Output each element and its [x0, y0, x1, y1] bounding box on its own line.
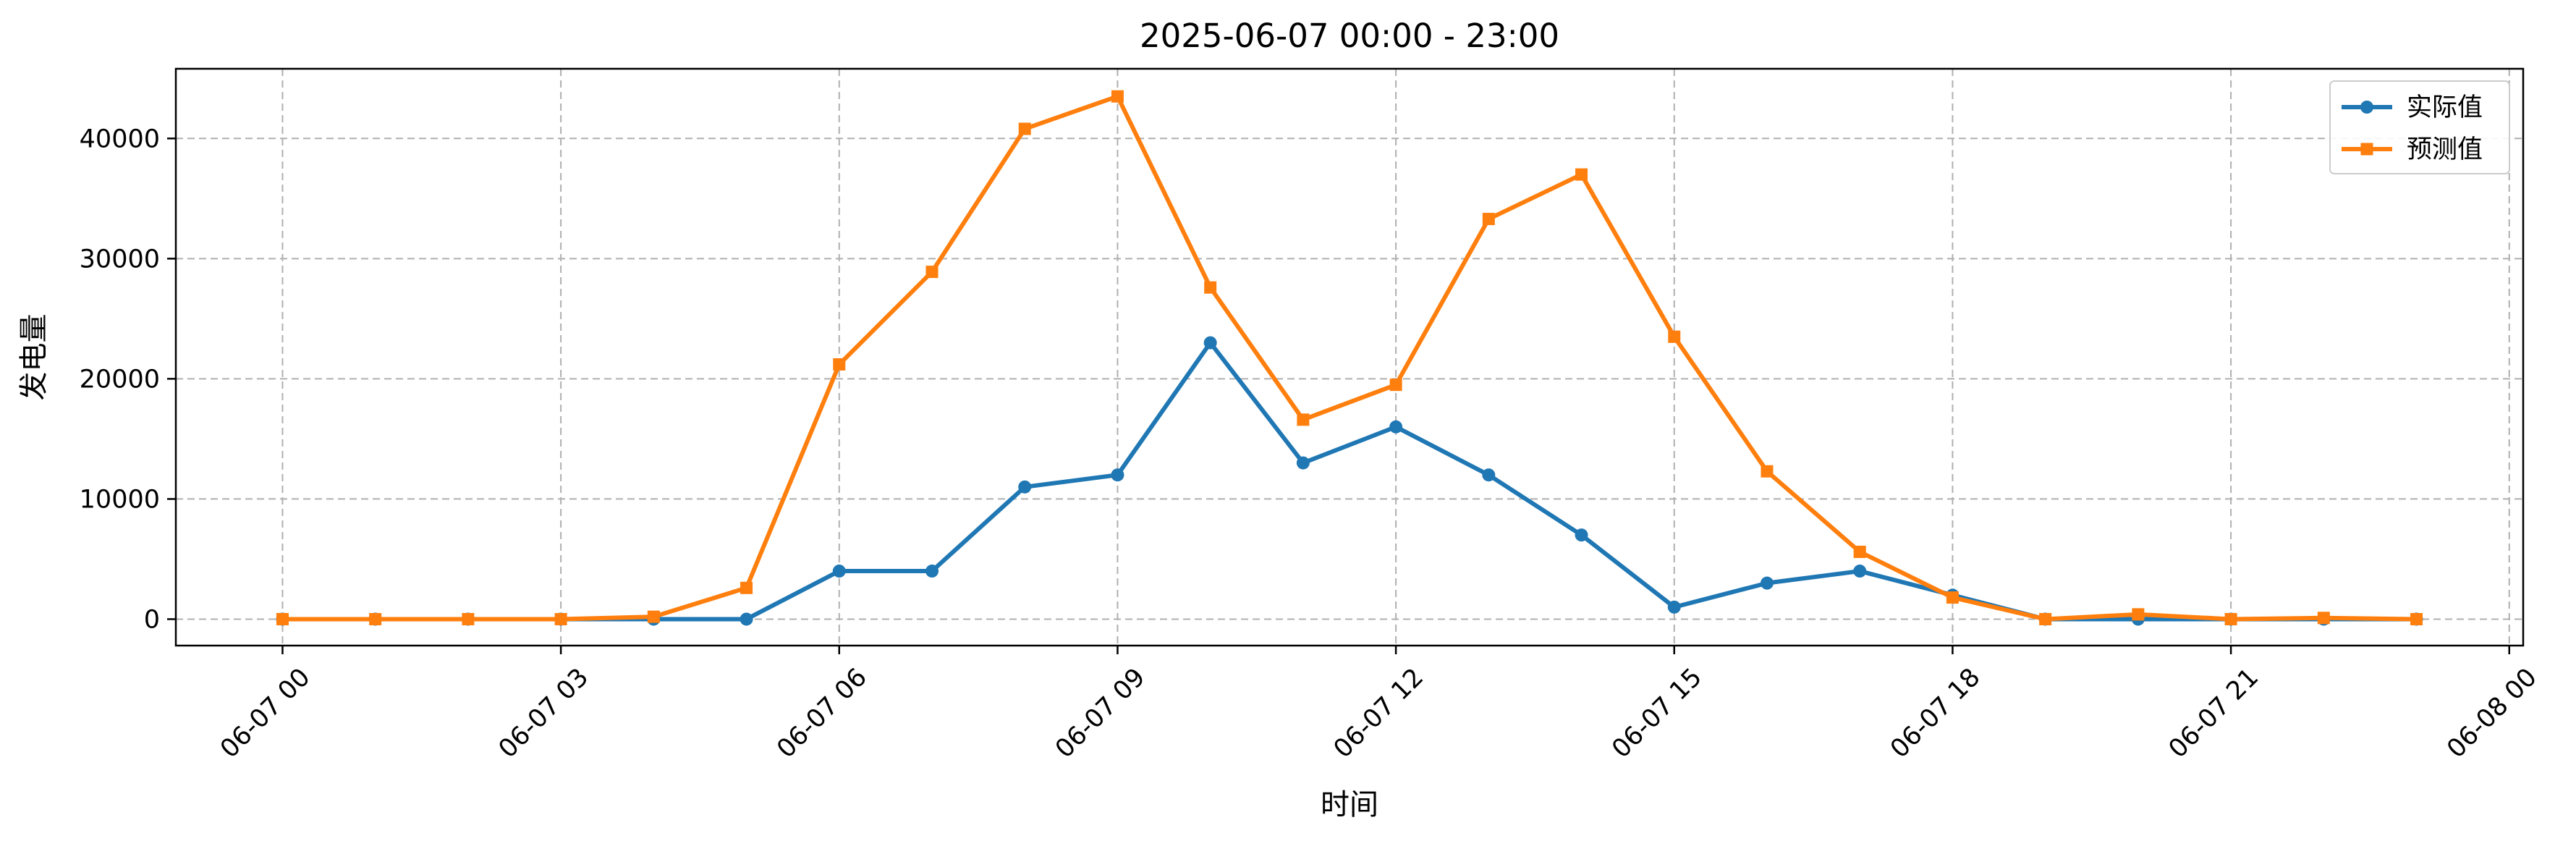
series-2	[276, 90, 2423, 625]
data-point	[1482, 213, 1495, 226]
x-tick-label: 06-07 03	[493, 663, 595, 764]
data-point	[1946, 591, 1959, 604]
legend-marker	[2360, 101, 2373, 114]
data-point	[2317, 612, 2330, 625]
data-point	[740, 581, 753, 594]
plot-frame	[174, 67, 2525, 647]
data-point	[1297, 413, 1310, 426]
grid-lines	[176, 69, 2523, 646]
data-point	[2224, 612, 2237, 625]
data-point	[2039, 612, 2052, 625]
data-point	[276, 612, 289, 625]
data-point	[1018, 122, 1031, 135]
x-tick-label: 06-07 06	[771, 663, 873, 764]
data-point	[1575, 168, 1588, 181]
x-tick-label: 06-07 21	[2164, 663, 2265, 764]
data-point	[1760, 576, 1774, 590]
data-point	[462, 612, 475, 625]
y-tick-label: 20000	[80, 365, 160, 394]
data-point	[1296, 456, 1310, 470]
series-layer	[276, 90, 2423, 626]
data-point	[740, 612, 753, 626]
data-point	[554, 612, 567, 625]
y-tick-label: 10000	[80, 485, 160, 514]
data-point	[2132, 608, 2145, 621]
y-tick-label: 40000	[80, 124, 160, 153]
y-axis-label: 发电量	[17, 314, 51, 401]
data-point	[1018, 480, 1032, 494]
data-point	[1667, 600, 1681, 614]
x-tick-label: 06-07 18	[1885, 663, 1986, 764]
x-tick-label: 06-07 00	[215, 663, 316, 764]
data-point	[2410, 612, 2423, 625]
x-tick-label: 06-07 09	[1050, 663, 1151, 764]
x-tick-label: 06-08 00	[2441, 663, 2543, 764]
legend-marker	[2360, 143, 2373, 156]
data-point	[1111, 90, 1124, 103]
series-line	[282, 94, 2417, 622]
chart-title: 2025-06-07 00:00 - 23:00	[1140, 17, 1559, 55]
y-tick-label: 0	[144, 605, 160, 634]
y-tick-label: 30000	[80, 245, 160, 274]
data-point	[925, 266, 939, 279]
data-point	[833, 358, 846, 371]
data-point	[1853, 565, 1867, 578]
legend-entry: 预测值	[2342, 135, 2483, 164]
data-point	[1482, 468, 1496, 482]
data-point	[1668, 330, 1681, 343]
data-point	[925, 565, 939, 578]
series-1	[276, 336, 2423, 626]
data-point	[1204, 281, 1217, 294]
data-point	[369, 612, 382, 625]
x-tick-label: 06-07 12	[1329, 663, 1430, 764]
legend-entry: 实际值	[2342, 93, 2483, 122]
data-point	[1203, 336, 1217, 350]
data-point	[1853, 545, 1866, 558]
data-point	[1575, 528, 1588, 542]
series-line	[282, 340, 2417, 622]
data-point	[1111, 468, 1124, 482]
data-point	[647, 610, 660, 623]
data-point	[832, 565, 846, 578]
data-point	[1389, 379, 1402, 392]
data-point	[1389, 420, 1403, 434]
legend-label: 预测值	[2407, 135, 2483, 164]
data-point	[1761, 465, 1774, 478]
legend-label: 实际值	[2407, 93, 2483, 122]
x-axis-label: 时间	[1321, 788, 1378, 821]
x-tick-label: 06-07 15	[1606, 663, 1708, 764]
